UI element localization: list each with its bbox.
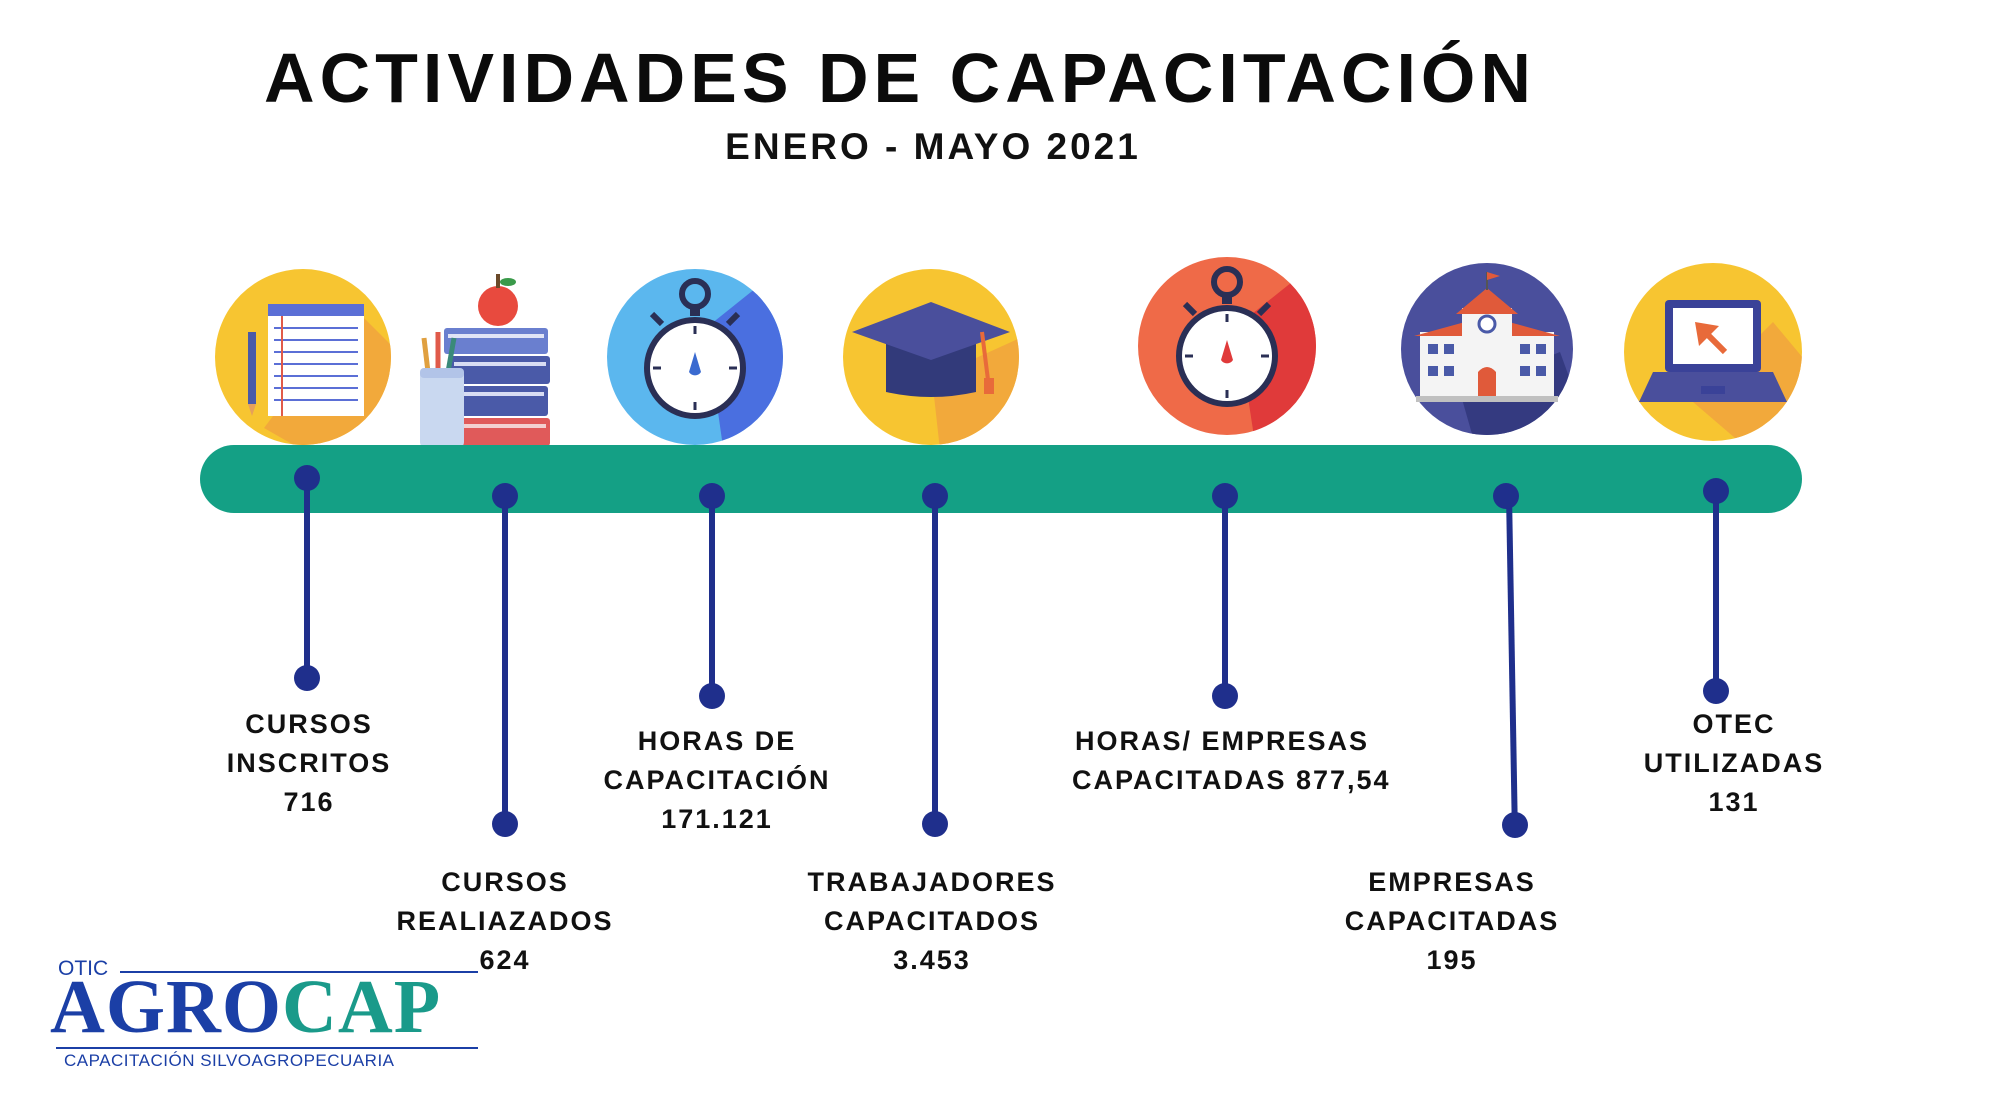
logo-brand: AGROCAP (50, 965, 441, 1049)
stopwatch-icon (607, 269, 783, 445)
stat-empresas-capacitadas: EMPRESAS CAPACITADAS 195 (1292, 863, 1612, 980)
laptop-icon (1624, 263, 1802, 441)
stat-label-line: CAPACITADAS 877,54 (1072, 765, 1391, 795)
stat-label-line: HORAS/ EMPRESAS (1074, 726, 1370, 756)
timeline-connector (1713, 491, 1719, 693)
logo-prefix: OTIC (58, 957, 109, 980)
books-apple-icon (420, 274, 550, 448)
stat-label-line: OTEC (1692, 709, 1776, 739)
agrocap-logo: OTIC AGROCAP CAPACITACIÓN SILVOAGROPECUA… (48, 955, 478, 1075)
stat-cursos-inscritos: CURSOS INSCRITOS 716 (149, 705, 469, 822)
stat-label-line: EMPRESAS (1368, 867, 1536, 897)
stopwatch-icon (1138, 257, 1316, 435)
page-title: ACTIVIDADES DE CAPACITACIÓN (264, 39, 1536, 117)
timeline-dot (1502, 812, 1528, 838)
stat-label-line: HORAS DE (637, 726, 797, 756)
timeline-connector (1506, 493, 1518, 828)
stat-value: 131 (1708, 787, 1760, 817)
stat-label-line: CURSOS (245, 709, 373, 739)
graduation-cap-icon (843, 269, 1019, 445)
timeline-dot (492, 811, 518, 837)
stat-horas-capacitacion: HORAS DE CAPACITACIÓN 171.121 (557, 722, 877, 839)
stat-value: 171.121 (661, 804, 773, 834)
timeline-dot (699, 683, 725, 709)
logo-rule (56, 1047, 478, 1049)
timeline-dot (294, 465, 320, 491)
stat-cursos-realizados: CURSOS REALIAZADOS 624 (345, 863, 665, 980)
stat-label-line: REALIAZADOS (396, 906, 614, 936)
stat-trabajadores-capacitados: TRABAJADORES CAPACITADOS 3.453 (772, 863, 1092, 980)
timeline-dot (294, 665, 320, 691)
stat-value: 624 (479, 945, 531, 975)
stat-label-line: UTILIZADAS (1643, 748, 1825, 778)
timeline-dot (699, 483, 725, 509)
timeline-connector (932, 496, 938, 827)
timeline-dot (922, 811, 948, 837)
stat-label-line: INSCRITOS (226, 748, 392, 778)
stat-label-line: TRABAJADORES (807, 867, 1057, 897)
page-subtitle: ENERO - MAYO 2021 (725, 126, 1141, 167)
timeline-connector (1222, 496, 1228, 698)
stat-label-line: CAPACITACIÓN (603, 765, 831, 795)
logo-rule (120, 971, 478, 973)
timeline-connector (304, 477, 310, 678)
timeline-bar (200, 445, 1802, 513)
logo-brand-part1: AGRO (50, 965, 282, 1049)
stat-label-line: CURSOS (441, 867, 569, 897)
timeline-dot (1493, 483, 1519, 509)
timeline-dot (1703, 478, 1729, 504)
stat-label-line: CAPACITADAS (1344, 906, 1560, 936)
stat-value: 716 (283, 787, 335, 817)
timeline-connector (709, 496, 715, 698)
stat-label-line: CAPACITADOS (824, 906, 1040, 936)
logo-brand-part2: CAP (282, 965, 442, 1049)
stat-otec-utilizadas: OTEC UTILIZADAS 131 (1574, 705, 1894, 822)
stat-value: 3.453 (893, 945, 971, 975)
timeline-dot (492, 483, 518, 509)
logo-tagline: CAPACITACIÓN SILVOAGROPECUARIA (64, 1051, 395, 1070)
stat-value: 195 (1426, 945, 1478, 975)
timeline-connector (502, 496, 508, 827)
timeline-dot (922, 483, 948, 509)
stat-horas-empresas: HORAS/ EMPRESAS CAPACITADAS 877,54 (1072, 722, 1391, 800)
notepad-icon (215, 269, 391, 445)
timeline-dot (1212, 483, 1238, 509)
timeline-dot (1212, 683, 1238, 709)
timeline-dot (1703, 678, 1729, 704)
school-building-icon (1401, 263, 1573, 435)
